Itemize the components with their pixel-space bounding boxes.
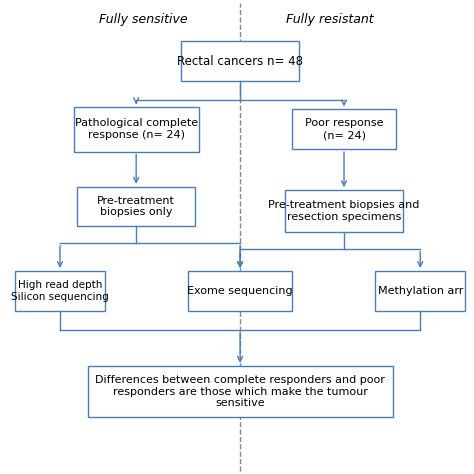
Text: Pre-treatment
biopsies only: Pre-treatment biopsies only [97,196,175,218]
FancyBboxPatch shape [375,271,465,311]
FancyBboxPatch shape [77,187,195,227]
Text: Pre-treatment biopsies and
resection specimens: Pre-treatment biopsies and resection spe… [268,201,419,222]
FancyBboxPatch shape [74,107,199,152]
Text: High read depth
Silicon sequencing: High read depth Silicon sequencing [11,280,109,301]
FancyBboxPatch shape [188,271,292,311]
Text: Differences between complete responders and poor
responders are those which make: Differences between complete responders … [95,375,385,408]
Text: Fully sensitive: Fully sensitive [99,13,187,26]
FancyBboxPatch shape [181,41,299,81]
FancyBboxPatch shape [88,366,392,417]
FancyBboxPatch shape [285,190,403,232]
Text: Exome sequencing: Exome sequencing [187,286,293,296]
Text: Fully resistant: Fully resistant [286,13,374,26]
Text: Methylation arr: Methylation arr [378,286,463,296]
Text: Poor response
(n= 24): Poor response (n= 24) [305,118,383,140]
Text: Rectal cancers n= 48: Rectal cancers n= 48 [177,55,303,68]
FancyBboxPatch shape [292,109,396,149]
Text: Pathological complete
response (n= 24): Pathological complete response (n= 24) [74,118,198,140]
FancyBboxPatch shape [15,271,105,311]
